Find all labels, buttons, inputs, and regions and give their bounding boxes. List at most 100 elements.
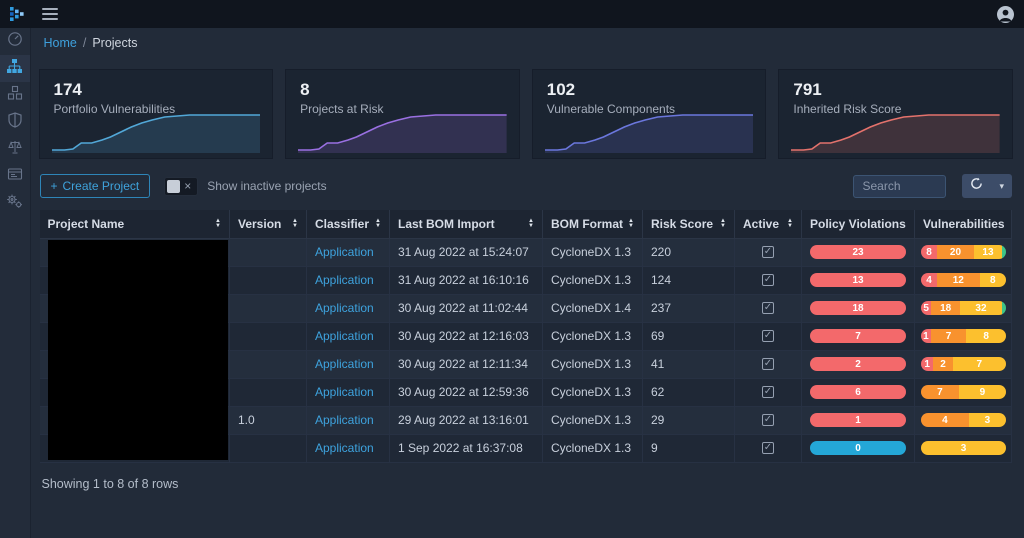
- severity-segment-low: [1001, 245, 1006, 259]
- vulnerabilities-badge: 4 12 8: [921, 273, 1006, 287]
- column-header-version[interactable]: Version ▲ ▼: [229, 210, 307, 239]
- create-project-button[interactable]: + Create Project: [39, 174, 151, 198]
- classifier-cell: Application: [306, 322, 390, 351]
- policy-violations-cell: 23: [801, 238, 915, 267]
- active-checkbox[interactable]: ✓: [762, 246, 774, 258]
- version-cell: [229, 434, 307, 463]
- severity-segment-critical: 4: [921, 273, 938, 287]
- toggle-off-x-icon: ×: [184, 179, 192, 193]
- classifier-link[interactable]: Application: [315, 441, 374, 455]
- sparkline-chart: [51, 113, 261, 153]
- column-label: Classifier: [315, 216, 370, 231]
- classifier-link[interactable]: Application: [315, 357, 374, 371]
- active-cell: ✓: [734, 322, 802, 351]
- active-cell: ✓: [734, 238, 802, 267]
- sidebar-item-policy-management[interactable]: [0, 163, 30, 190]
- policy-violations-cell: 18: [801, 294, 915, 323]
- vulnerabilities-badge: 5 18 32: [921, 301, 1006, 315]
- breadcrumb-separator: /: [82, 36, 87, 50]
- classifier-link[interactable]: Application: [315, 245, 374, 259]
- sidebar-item-projects[interactable]: [0, 55, 30, 82]
- app-logo-icon[interactable]: [10, 6, 26, 23]
- user-account-icon[interactable]: [997, 5, 1014, 23]
- pagination-summary: Showing 1 to 8 of 8 rows: [41, 476, 179, 491]
- sparkline-chart: [298, 113, 507, 153]
- card-label: Portfolio Vulnerabilities: [53, 102, 176, 116]
- sidebar-item-administration[interactable]: [0, 190, 30, 217]
- search-input[interactable]: [853, 174, 947, 198]
- active-checkbox[interactable]: ✓: [762, 274, 774, 286]
- active-checkbox[interactable]: ✓: [762, 302, 774, 314]
- refresh-button-group: ▾: [962, 174, 1012, 198]
- classifier-cell: Application: [306, 294, 390, 323]
- sidebar-item-vulnerabilities[interactable]: [0, 109, 30, 136]
- column-header-project-name[interactable]: Project Name ▲ ▼: [39, 210, 230, 239]
- sidebar-item-licenses[interactable]: [0, 136, 30, 163]
- severity-segment-medium: 9: [958, 385, 1006, 399]
- version-cell: [229, 294, 307, 323]
- severity-segment-medium: 32: [959, 301, 1002, 315]
- card-portfolio-vulnerabilities: 174 Portfolio Vulnerabilities: [39, 70, 273, 158]
- version-cell: [229, 350, 307, 379]
- scales-icon: [7, 139, 23, 160]
- active-checkbox[interactable]: ✓: [762, 414, 774, 426]
- classifier-link[interactable]: Application: [315, 301, 374, 315]
- active-checkbox[interactable]: ✓: [762, 386, 774, 398]
- sort-icon: ▲ ▼: [787, 217, 793, 229]
- card-projects-at-risk: 8 Projects at Risk: [286, 70, 519, 158]
- columns-dropdown-button[interactable]: ▾: [991, 174, 1012, 198]
- active-cell: ✓: [734, 294, 802, 323]
- vulnerabilities-cell: 4 12 8: [914, 266, 1012, 295]
- card-label: Inherited Risk Score: [793, 102, 902, 116]
- last-bom-import-cell: 30 Aug 2022 at 11:02:44: [389, 294, 543, 323]
- column-header-last-bom-import[interactable]: Last BOM Import ▲ ▼: [389, 210, 543, 239]
- bom-format-cell: CycloneDX 1.4: [542, 294, 643, 323]
- card-value: 791: [793, 80, 822, 99]
- bom-format-cell: CycloneDX 1.3: [542, 322, 643, 351]
- severity-segment-critical: 1: [921, 329, 931, 343]
- sparkline-chart: [791, 113, 1000, 153]
- sidebar-item-components[interactable]: [0, 82, 30, 109]
- active-checkbox[interactable]: ✓: [762, 330, 774, 342]
- severity-segment-medium: 3: [968, 413, 1006, 427]
- classifier-link[interactable]: Application: [315, 385, 374, 399]
- active-cell: ✓: [734, 350, 802, 379]
- projects-table-wrap: Project Name ▲ ▼ Version ▲ ▼ Classifier ▲ ▼ Last …: [39, 210, 1012, 463]
- classifier-link[interactable]: Application: [315, 273, 374, 287]
- sort-icon: ▲ ▼: [720, 217, 726, 229]
- sidebar-item-dashboard[interactable]: [0, 28, 30, 55]
- menu-toggle-icon[interactable]: [40, 5, 60, 23]
- severity-segment-medium: 7: [952, 357, 1006, 371]
- top-navbar: [0, 0, 1024, 28]
- severity-segment-medium: 3: [921, 441, 1006, 455]
- column-label: Risk Score: [651, 216, 714, 231]
- classifier-link[interactable]: Application: [315, 413, 374, 427]
- plus-icon: +: [50, 179, 58, 193]
- policy-violations-cell: 2: [801, 350, 915, 379]
- breadcrumb-home-link[interactable]: Home: [43, 36, 77, 50]
- column-label: Policy Violations: [810, 216, 906, 231]
- severity-segment-critical: 1: [921, 357, 934, 371]
- active-checkbox[interactable]: ✓: [762, 358, 774, 370]
- column-header-risk-score[interactable]: Risk Score ▲ ▼: [642, 210, 735, 239]
- vulnerabilities-cell: 5 18 32: [914, 294, 1012, 323]
- policy-violations-cell: 7: [801, 322, 915, 351]
- severity-segment-critical: 8: [921, 245, 937, 259]
- active-cell: ✓: [734, 434, 802, 463]
- column-header-bom-format[interactable]: BOM Format ▲ ▼: [542, 210, 643, 239]
- severity-segment-medium: 8: [979, 273, 1006, 287]
- active-cell: ✓: [734, 378, 802, 407]
- active-checkbox[interactable]: ✓: [762, 442, 774, 454]
- classifier-link[interactable]: Application: [315, 329, 374, 343]
- column-header-classifier[interactable]: Classifier ▲ ▼: [306, 210, 390, 239]
- column-header-active[interactable]: Active ▲ ▼: [734, 210, 802, 239]
- last-bom-import-cell: 31 Aug 2022 at 16:10:16: [389, 266, 543, 295]
- risk-score-cell: 124: [642, 266, 735, 295]
- last-bom-import-cell: 30 Aug 2022 at 12:59:36: [389, 378, 543, 407]
- show-inactive-toggle[interactable]: ×: [164, 176, 199, 196]
- vulnerabilities-badge: 8 20 13: [921, 245, 1006, 259]
- refresh-button[interactable]: [962, 174, 991, 198]
